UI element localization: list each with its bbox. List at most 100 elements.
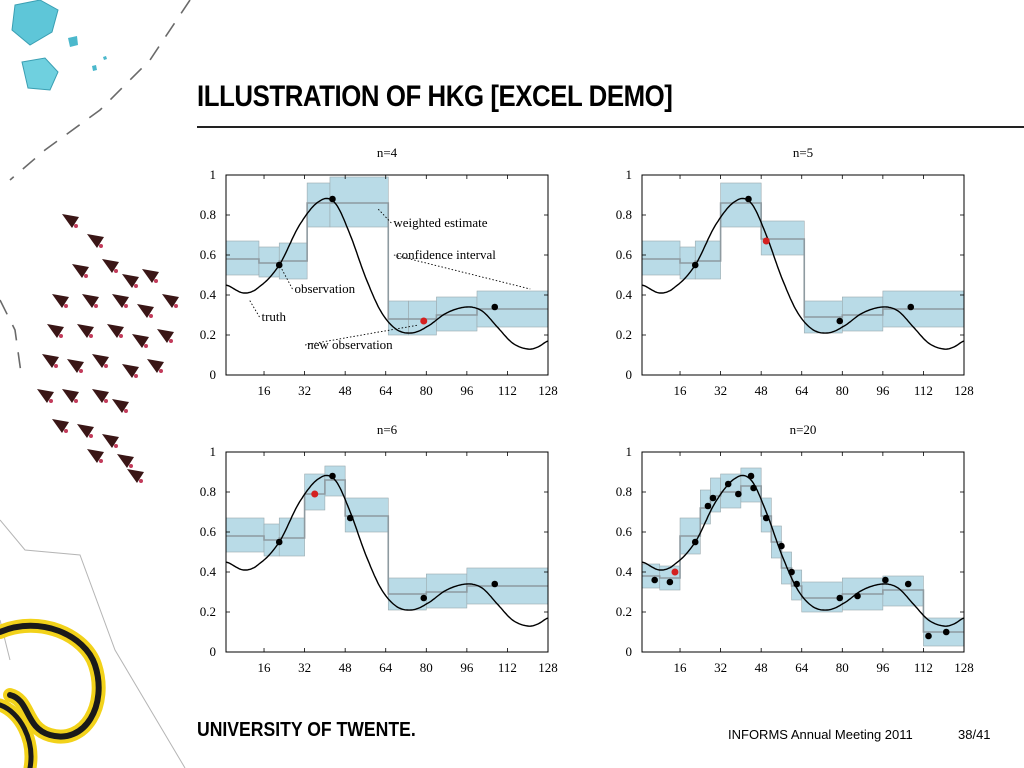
cluster-blob bbox=[112, 294, 129, 308]
yellow-scribble-shape bbox=[0, 618, 106, 768]
cluster-blob bbox=[92, 389, 109, 403]
confidence-band bbox=[425, 573, 468, 609]
annotation-label: observation bbox=[294, 281, 355, 296]
x-tick-label: 80 bbox=[836, 383, 849, 398]
cluster-dot bbox=[129, 464, 133, 468]
observation-point bbox=[942, 628, 950, 636]
y-tick-label: 0 bbox=[626, 367, 633, 382]
x-tick-label: 112 bbox=[914, 660, 933, 675]
confidence-band bbox=[258, 246, 280, 278]
x-tick-label: 16 bbox=[674, 383, 688, 398]
observation-point bbox=[762, 514, 770, 522]
y-tick-label: 0.6 bbox=[616, 247, 633, 262]
cluster-dot bbox=[174, 304, 178, 308]
dark-cluster-shape bbox=[37, 214, 179, 483]
x-tick-label: 32 bbox=[298, 660, 311, 675]
cluster-blob bbox=[67, 359, 84, 373]
x-tick-label: 128 bbox=[538, 660, 558, 675]
cluster-blob bbox=[52, 419, 69, 433]
cluster-blob bbox=[112, 399, 129, 413]
confidence-band bbox=[278, 517, 305, 557]
chart-title: n=5 bbox=[793, 145, 813, 160]
observation-point bbox=[904, 580, 912, 588]
cyan-crystal-shapes bbox=[11, 0, 107, 91]
x-tick-label: 48 bbox=[755, 383, 768, 398]
cluster-dot bbox=[64, 304, 68, 308]
observation-point bbox=[788, 568, 795, 576]
y-tick-label: 0.4 bbox=[200, 564, 217, 579]
conference-label: INFORMS Annual Meeting 2011 bbox=[728, 727, 913, 742]
cluster-blob bbox=[62, 214, 79, 228]
observation-point bbox=[793, 580, 800, 588]
y-tick-label: 0 bbox=[210, 644, 217, 659]
annotation-label: new observation bbox=[307, 337, 393, 352]
x-tick-label: 112 bbox=[498, 660, 517, 675]
cluster-dot bbox=[169, 339, 173, 343]
observation-point bbox=[691, 261, 699, 269]
confidence-band bbox=[760, 220, 805, 256]
observation-point bbox=[420, 594, 428, 602]
x-tick-label: 16 bbox=[674, 660, 688, 675]
cluster-dot bbox=[99, 459, 103, 463]
x-tick-label: 96 bbox=[460, 383, 474, 398]
annotation-label: weighted estimate bbox=[393, 215, 487, 230]
cluster-dot bbox=[124, 409, 128, 413]
cluster-blob bbox=[77, 424, 94, 438]
confidence-band bbox=[225, 517, 265, 553]
observation-point bbox=[882, 576, 889, 584]
cluster-dot bbox=[89, 334, 93, 338]
cluster-blob bbox=[162, 294, 179, 308]
cluster-dot bbox=[134, 284, 138, 288]
y-tick-label: 0 bbox=[626, 644, 633, 659]
x-tick-label: 128 bbox=[954, 383, 974, 398]
observation-point bbox=[778, 542, 785, 550]
cluster-dot bbox=[114, 269, 118, 273]
y-tick-label: 0.2 bbox=[616, 604, 632, 619]
cluster-blob bbox=[87, 449, 104, 463]
chart-title: n=20 bbox=[790, 422, 817, 437]
cluster-dot bbox=[64, 429, 68, 433]
chart-title: n=6 bbox=[377, 422, 398, 437]
observation-point bbox=[836, 594, 844, 602]
x-tick-label: 16 bbox=[258, 383, 272, 398]
cluster-dot bbox=[94, 304, 98, 308]
observation-point bbox=[651, 576, 658, 584]
new-observation-point bbox=[762, 237, 770, 245]
confidence-band bbox=[225, 240, 260, 276]
cluster-blob bbox=[92, 354, 109, 368]
y-tick-label: 0.4 bbox=[200, 287, 217, 302]
x-tick-label: 48 bbox=[339, 660, 352, 675]
cluster-dot bbox=[154, 279, 158, 283]
x-tick-label: 80 bbox=[420, 383, 433, 398]
observation-point bbox=[724, 480, 732, 488]
annotation-leader bbox=[393, 254, 531, 290]
observation-point bbox=[666, 578, 674, 586]
cluster-blob bbox=[127, 469, 144, 483]
x-tick-label: 96 bbox=[876, 383, 890, 398]
chart-title: n=4 bbox=[377, 145, 398, 160]
chart-n6: 16 32 48 64 80 96 112 128 0 0.2 0.4 0.6 0.8 1 n=6 bbox=[200, 422, 558, 675]
cluster-blob bbox=[47, 324, 64, 338]
observation-point bbox=[925, 632, 932, 640]
y-tick-label: 0.6 bbox=[200, 247, 217, 262]
cluster-blob bbox=[77, 324, 94, 338]
observation-point bbox=[747, 472, 755, 480]
cluster-dot bbox=[54, 364, 58, 368]
cluster-blob bbox=[117, 454, 134, 468]
observation-point bbox=[329, 472, 336, 480]
cluster-blob bbox=[102, 434, 119, 448]
confidence-band bbox=[329, 176, 389, 228]
cluster-blob bbox=[122, 364, 139, 378]
confidence-band bbox=[694, 240, 721, 280]
y-tick-label: 0.6 bbox=[200, 524, 217, 539]
observation-point bbox=[491, 303, 499, 311]
cluster-dot bbox=[104, 399, 108, 403]
x-tick-label: 80 bbox=[836, 660, 849, 675]
cluster-dot bbox=[84, 274, 88, 278]
x-tick-label: 128 bbox=[538, 383, 558, 398]
cluster-blob bbox=[82, 294, 99, 308]
y-tick-label: 1 bbox=[210, 444, 217, 459]
x-tick-label: 48 bbox=[755, 660, 768, 675]
y-tick-label: 1 bbox=[626, 444, 633, 459]
cluster-blob bbox=[132, 334, 149, 348]
